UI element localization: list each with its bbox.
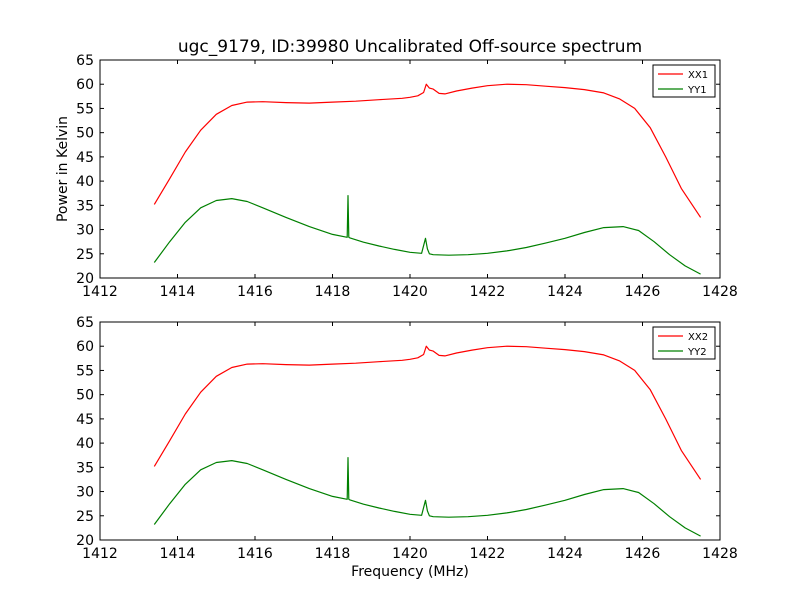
y-tick-label: 50: [76, 126, 94, 142]
y-tick-label: 35: [76, 460, 94, 476]
legend-label-yy1: YY1: [687, 85, 707, 96]
y-tick-label: 40: [76, 174, 94, 190]
x-tick-label: 1420: [392, 284, 428, 300]
x-tick-label: 1424: [547, 284, 583, 300]
y-tick-label: 25: [76, 247, 94, 263]
x-axis-label: Frequency (MHz): [351, 564, 469, 580]
x-tick-label: 1418: [315, 284, 351, 300]
y-tick-label: 55: [76, 363, 94, 379]
plot-panel-2: 1412 1414 1416 1418 1420 1422 1424 1426 1428 20 25…: [76, 315, 738, 562]
plot-panels: 1412 1414 1416 1418 1420 1422 1424 1426 1428 20 25…: [76, 53, 738, 562]
x-tick-label: 1412: [82, 284, 118, 300]
y-tick-label: 30: [76, 485, 94, 501]
x-tick-label: 1422: [470, 284, 506, 300]
y-axis-label: Power in Kelvin: [55, 116, 71, 222]
y-tick-label: 45: [76, 412, 94, 428]
series-line-yy1: [153, 195, 701, 275]
y-tick-label: 50: [76, 388, 94, 404]
x-tick-label: 1422: [470, 546, 506, 562]
x-tick-label: 1426: [625, 546, 661, 562]
x-tick-label: 1414: [160, 546, 196, 562]
y-tick-label: 25: [76, 509, 94, 525]
y-tick-label: 20: [76, 271, 94, 287]
x-tick-label: 1426: [625, 284, 661, 300]
x-tick-label: 1428: [702, 284, 738, 300]
x-tick-label: 1418: [315, 546, 351, 562]
plot-panel-1: 1412 1414 1416 1418 1420 1422 1424 1426 1428 20 25…: [76, 53, 738, 300]
y-tick-label: 65: [76, 53, 94, 69]
x-tick-label: 1416: [237, 546, 273, 562]
series-line-xx1: [153, 83, 702, 218]
y-tick-label: 60: [76, 339, 94, 355]
chart-title: ugc_9179, ID:39980 Uncalibrated Off-sour…: [178, 37, 642, 57]
x-tick-label: 1424: [547, 546, 583, 562]
series-line-xx2: [153, 345, 702, 480]
legend-label-xx2: XX2: [688, 332, 708, 343]
legend-box: [652, 326, 716, 360]
x-tick-label: 1420: [392, 546, 428, 562]
legend-label-xx1: XX1: [688, 70, 708, 81]
y-tick-label: 45: [76, 150, 94, 166]
y-tick-label: 20: [76, 533, 94, 549]
series-line-yy2: [153, 457, 701, 537]
x-tick-label: 1416: [237, 284, 273, 300]
y-tick-label: 30: [76, 223, 94, 239]
y-tick-label: 60: [76, 77, 94, 93]
legend-box: [652, 64, 716, 98]
x-tick-label: 1412: [82, 546, 118, 562]
x-tick-label: 1428: [702, 546, 738, 562]
y-tick-label: 55: [76, 101, 94, 117]
y-tick-label: 40: [76, 436, 94, 452]
y-tick-label: 35: [76, 198, 94, 214]
x-tick-label: 1414: [160, 284, 196, 300]
legend-label-yy2: YY2: [687, 347, 707, 358]
y-tick-label: 65: [76, 315, 94, 331]
